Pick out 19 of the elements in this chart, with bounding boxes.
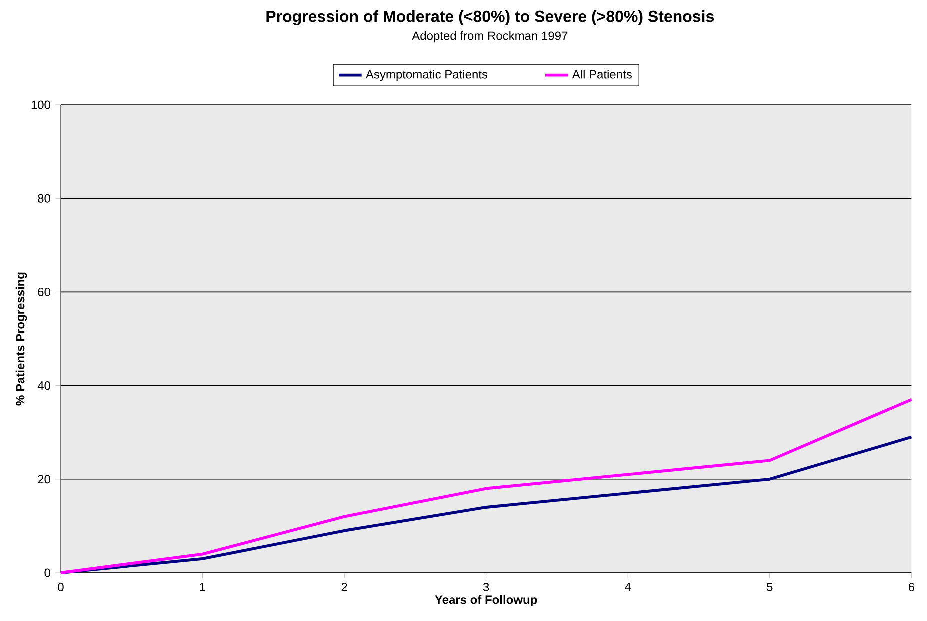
x-tick-label: 3 [483, 583, 490, 592]
x-axis-title: Years of Followup [435, 595, 538, 607]
legend-label: All Patients [572, 70, 632, 79]
chart-title: Progression of Moderate (<80%) to Severe (>80%) Stenosis [266, 10, 714, 26]
x-tick-label: 0 [58, 583, 64, 592]
x-tick-label: 2 [342, 583, 348, 592]
x-tick-label: 4 [625, 583, 632, 592]
y-axis-title: % Patients Progressing [16, 272, 28, 406]
y-tick-label: 0 [44, 568, 50, 578]
x-tick-label: 1 [200, 583, 206, 592]
y-tick-label: 100 [32, 100, 50, 110]
x-tick-label: 5 [767, 583, 773, 592]
y-tick-label: 60 [38, 288, 50, 296]
y-tick-label: 40 [38, 382, 50, 390]
chart-subtitle: Adopted from Rockman 1997 [412, 31, 568, 43]
y-tick-label: 20 [38, 475, 50, 484]
x-tick-label: 6 [908, 583, 914, 592]
y-tick-label: 80 [38, 194, 50, 203]
legend-label: Asymptomatic Patients [366, 70, 488, 82]
